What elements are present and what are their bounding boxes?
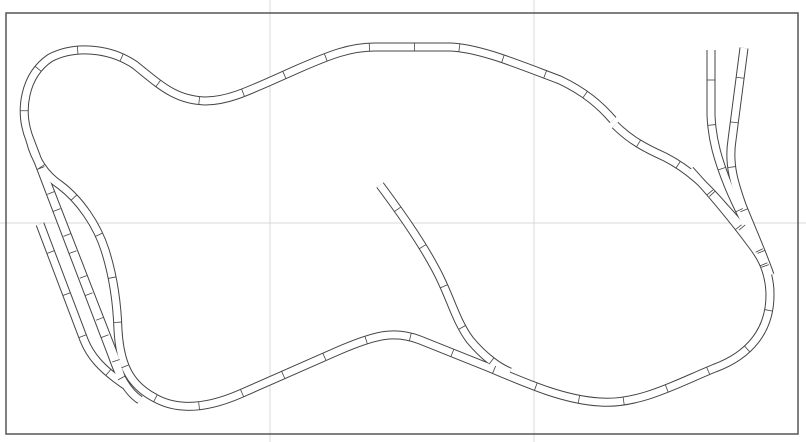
- track-joint: [458, 43, 461, 52]
- track-joint: [744, 345, 751, 353]
- track-joint: [764, 309, 773, 312]
- track-joint: [198, 401, 200, 410]
- track-joint: [636, 139, 641, 148]
- track-joint: [409, 332, 412, 341]
- track-joint: [394, 206, 402, 212]
- track-bed: [727, 47, 774, 277]
- track-joint: [78, 334, 87, 338]
- baseboard-frame: [5, 12, 799, 435]
- track-joint: [707, 124, 716, 126]
- track-joint: [95, 316, 104, 321]
- track-joint: [34, 65, 42, 72]
- track-joint: [735, 224, 742, 231]
- track-joint: [440, 284, 448, 289]
- track-bed: [26, 122, 774, 410]
- track-joint: [706, 189, 714, 196]
- track-bed: [377, 182, 512, 376]
- track-joint: [112, 359, 120, 363]
- track-joint: [450, 349, 455, 357]
- track-joint: [761, 264, 769, 268]
- track-joint: [121, 364, 129, 369]
- track-joint: [240, 389, 245, 397]
- track-joint: [755, 248, 764, 253]
- track-joint: [47, 191, 55, 195]
- track-bed: [36, 222, 127, 388]
- track-joint: [153, 394, 158, 402]
- track-joint: [46, 250, 55, 254]
- track-joint: [757, 249, 766, 254]
- track-joint: [281, 371, 286, 379]
- track-joint: [108, 276, 117, 279]
- track-joint: [62, 292, 71, 296]
- track-joint: [759, 262, 768, 267]
- track-joint: [364, 335, 368, 344]
- track-joint: [675, 161, 681, 169]
- track-joint: [95, 232, 103, 237]
- track-joint: [735, 208, 744, 213]
- main-loop-track[interactable]: [25, 121, 775, 411]
- track-joint: [100, 334, 109, 339]
- track-joint: [79, 275, 88, 279]
- track-joints: [20, 43, 773, 410]
- track-joint: [282, 71, 287, 79]
- track-joint: [76, 46, 79, 55]
- track-joint: [706, 366, 711, 375]
- track-joint: [155, 80, 161, 87]
- track-joint: [577, 395, 581, 404]
- track-joint: [36, 166, 45, 170]
- track-joint: [501, 54, 505, 63]
- track-joint: [322, 353, 327, 361]
- track-joint: [117, 375, 126, 381]
- track-bed: [20, 43, 616, 142]
- track-joint: [458, 325, 466, 330]
- track-joint: [730, 121, 739, 124]
- track-joint: [241, 88, 245, 97]
- track-joint: [543, 70, 547, 79]
- track-joint: [198, 96, 200, 105]
- track-joint: [534, 382, 538, 391]
- track-joint: [52, 208, 61, 212]
- track-joint: [105, 369, 112, 376]
- track-joint: [717, 166, 726, 171]
- track-joint: [492, 365, 497, 374]
- track-joint: [664, 384, 669, 393]
- track-joint: [738, 224, 746, 231]
- track-joint: [323, 53, 328, 62]
- track-joint: [119, 53, 124, 62]
- track-joint: [622, 396, 625, 406]
- track-joint: [68, 250, 77, 254]
- track-joint: [582, 91, 588, 99]
- track-joint: [736, 76, 745, 79]
- track-joint: [727, 166, 736, 169]
- track-joint: [419, 244, 427, 250]
- track-joint: [63, 233, 72, 237]
- track-joint: [84, 292, 93, 296]
- tracks: [19, 42, 775, 411]
- track-joint: [740, 208, 748, 213]
- track-joint: [709, 190, 716, 197]
- track-joint: [70, 194, 78, 201]
- track-joint: [488, 357, 495, 365]
